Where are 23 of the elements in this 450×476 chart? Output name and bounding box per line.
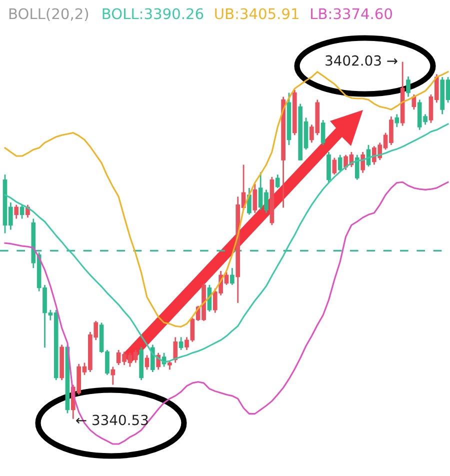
- candlestick: [354, 154, 360, 181]
- candlestick: [230, 267, 234, 286]
- text: UB:3405.91: [215, 8, 298, 20]
- candlestick: [332, 157, 337, 176]
- text: BOLL:3390.26: [102, 8, 204, 20]
- candlestick: [110, 366, 116, 386]
- candlestick: [178, 336, 184, 351]
- candlestick: [144, 354, 150, 370]
- candlestick: [252, 183, 258, 214]
- candlestick: [338, 154, 342, 173]
- candlestick: [20, 204, 24, 220]
- candlestick: [406, 76, 410, 98]
- candlestick: [14, 204, 19, 220]
- candlestick: [360, 151, 365, 174]
- chart-title: BOLL(20,2): [9, 8, 88, 21]
- candlestick: [150, 344, 155, 373]
- candlestick: [394, 114, 400, 128]
- annotation: 3402.03 →: [326, 55, 398, 66]
- candlestick: [247, 187, 252, 216]
- text: LB:3374.60: [311, 8, 392, 20]
- candlestick: [173, 336, 178, 364]
- candlestick: [275, 174, 280, 189]
- candlestick: [320, 119, 326, 146]
